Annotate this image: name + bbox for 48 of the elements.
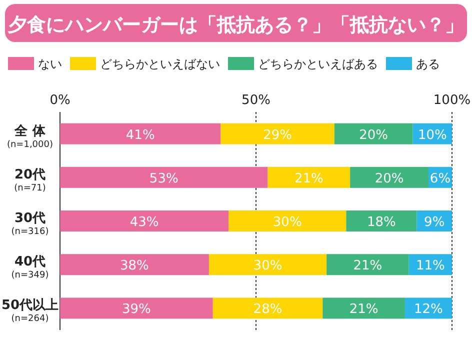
y-tick-label: 全 体 (n=1,000)	[6, 124, 54, 150]
data-label: 41%	[126, 128, 155, 143]
y-tick-label: 50代以上 (n=264)	[1, 298, 59, 324]
bar	[326, 254, 409, 276]
bar	[322, 298, 405, 319]
bar	[212, 298, 323, 319]
y-tick-label: 40代 (n=349)	[11, 254, 49, 281]
bar	[228, 210, 346, 232]
bar	[208, 254, 327, 276]
data-label: 21%	[353, 258, 382, 274]
data-label: 18%	[366, 215, 396, 230]
legend-label: どちらかといえばある	[258, 57, 378, 71]
x-tick-label: 100%	[433, 93, 471, 108]
x-tick-label: 50%	[242, 93, 270, 108]
data-label: 53%	[149, 171, 178, 186]
data-label: 20%	[359, 128, 388, 143]
bar	[60, 123, 221, 144]
data-label: 43%	[130, 215, 159, 230]
data-label: 28%	[253, 302, 282, 318]
bar	[350, 166, 428, 188]
y-tick-label: 20代 (n=71)	[14, 167, 46, 194]
bar	[268, 166, 350, 188]
chart-title: 夕食にハンバーガーは「抵抗ある？」「抵抗ない？」	[7, 14, 464, 36]
bar	[60, 166, 268, 188]
data-label: 21%	[294, 171, 324, 186]
data-label: 9%	[424, 215, 445, 230]
bar	[60, 254, 209, 276]
data-label: 11%	[416, 258, 445, 274]
data-label: 39%	[122, 302, 151, 318]
bar	[220, 123, 334, 144]
legend-label: ない	[38, 57, 62, 71]
data-label: 12%	[414, 302, 443, 318]
data-label: 20%	[374, 171, 404, 186]
bar	[60, 298, 213, 319]
bar	[346, 210, 417, 232]
data-label: 38%	[120, 258, 149, 274]
data-label: 21%	[349, 302, 378, 318]
data-label: 6%	[430, 171, 451, 186]
bar	[334, 123, 413, 144]
data-label: 29%	[263, 128, 292, 143]
data-label: 10%	[418, 128, 447, 143]
legend-label: ある	[416, 57, 440, 71]
data-label: 30%	[272, 215, 302, 230]
x-tick-label: 0%	[50, 93, 70, 108]
legend-label: どちらかといえばない	[100, 57, 220, 71]
bar	[60, 210, 229, 232]
data-label: 30%	[253, 258, 282, 274]
y-tick-label: 30代 (n=316)	[11, 211, 49, 237]
